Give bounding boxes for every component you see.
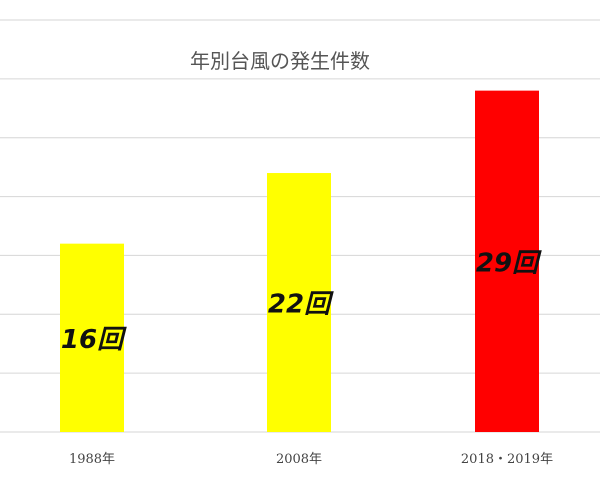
bar-3 — [475, 90, 539, 432]
data-label-1: 16回 — [61, 325, 127, 355]
bars — [60, 90, 539, 432]
data-label-3: 29回 — [476, 248, 542, 278]
category-label-1: 1988年 — [69, 452, 115, 467]
chart-title: 年別台風の発生件数 — [190, 49, 370, 73]
category-label-2: 2008年 — [276, 452, 322, 467]
data-label-2: 22回 — [268, 290, 334, 320]
bar-2 — [267, 173, 331, 432]
bar-1 — [60, 243, 124, 432]
category-labels: 1988年 2008年 2018・2019年 — [69, 452, 553, 467]
category-label-3: 2018・2019年 — [461, 452, 553, 467]
data-labels: 16回 22回 29回 — [61, 248, 542, 355]
